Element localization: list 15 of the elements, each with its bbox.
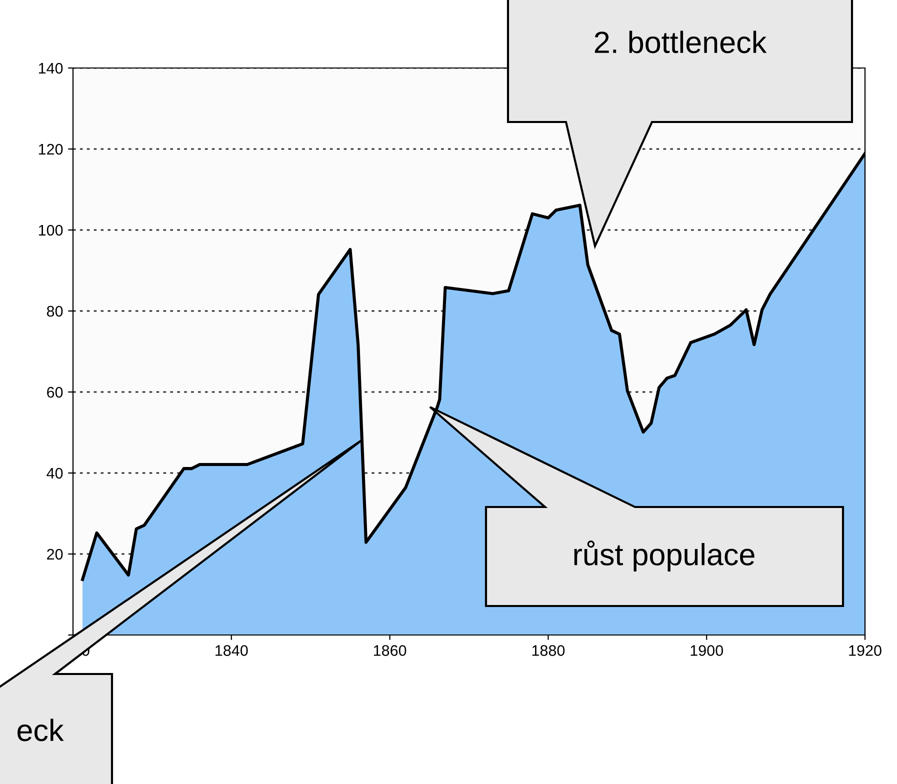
annotation: růst populace [574,540,754,572]
y-tick-label: 40 [46,468,63,479]
y-tick-label: 80 [46,306,63,317]
x-tick-label: 1900 [690,645,723,656]
x-tick-label: 1860 [374,645,406,656]
y-tick-label: 120 [38,144,63,155]
y-tick-label: 20 [47,548,63,560]
x-tick-label: 1920 [849,645,882,656]
x-tick-label: 1840 [216,645,248,656]
text: 2. bottleneck [594,30,767,54]
text: eck [18,718,64,742]
y-tick-label: 140 [38,62,63,74]
y-tick-label: 100 [38,224,63,236]
x-tick-label: 1880 [532,645,565,656]
y-tick-label: 60 [47,386,63,398]
